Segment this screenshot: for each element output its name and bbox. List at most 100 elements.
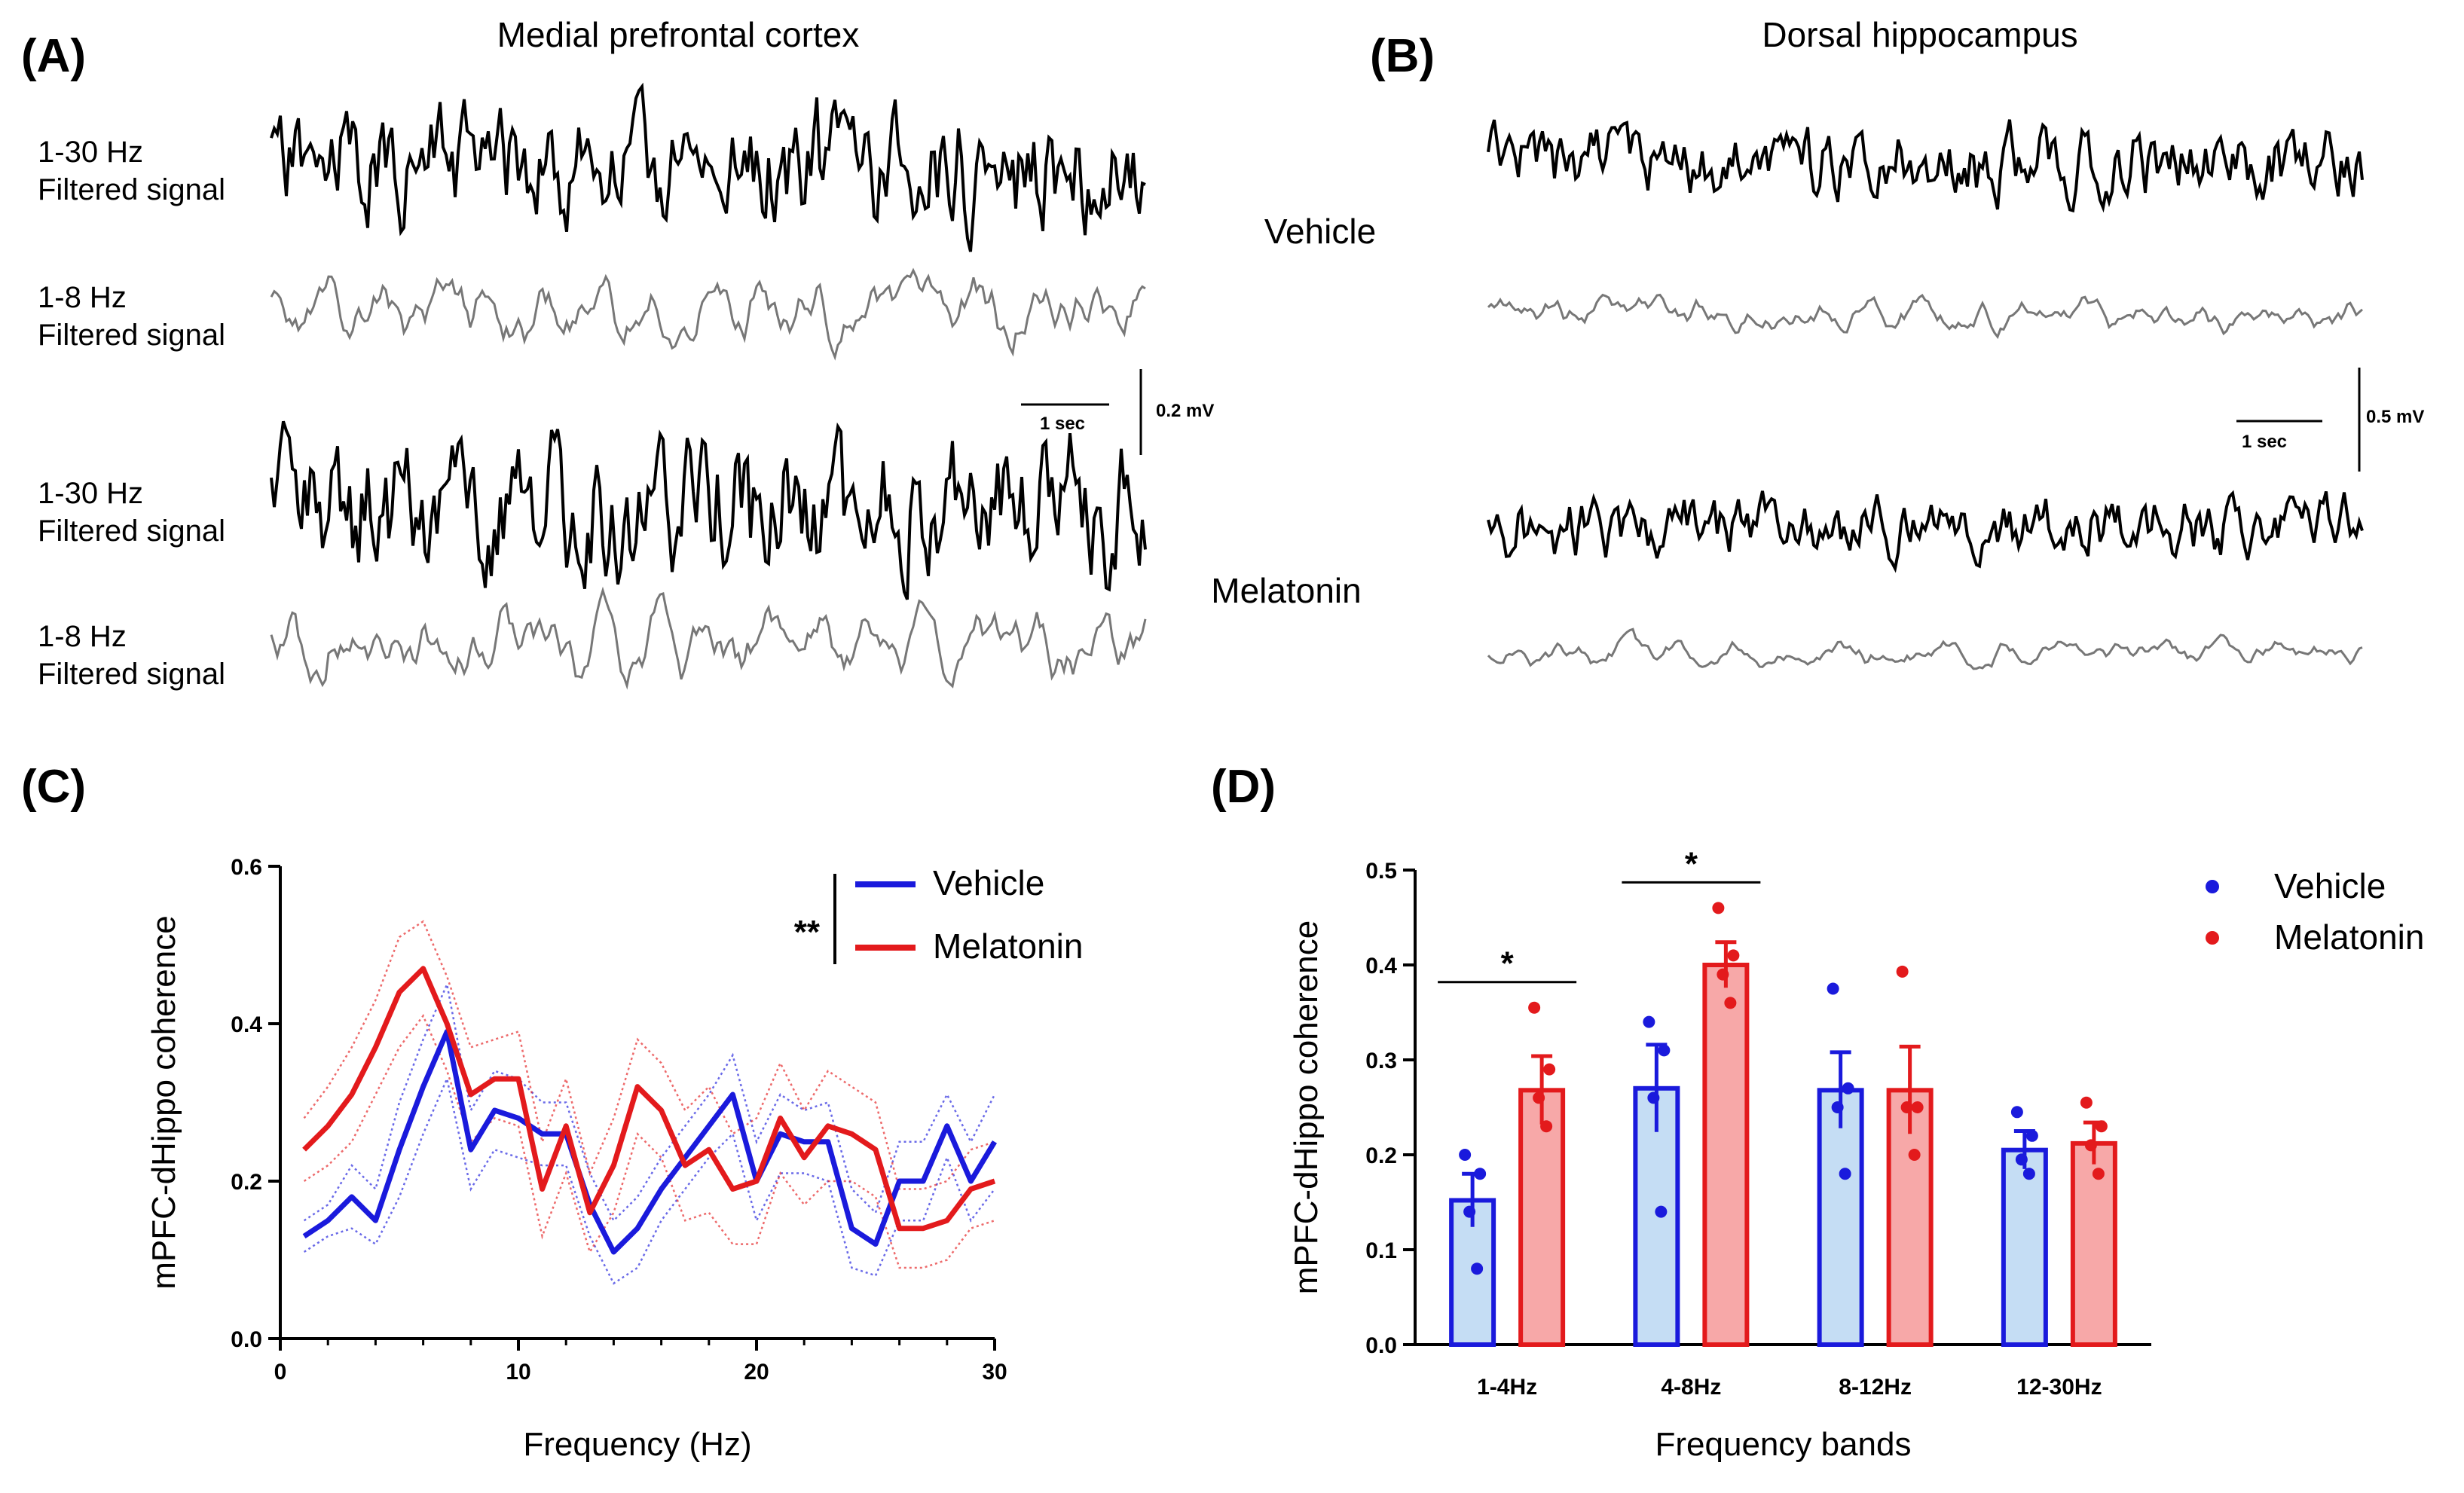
panel-a-letter: (A) (21, 30, 86, 82)
melatonin-line (302, 966, 996, 1232)
significance-d: * (1501, 945, 1515, 982)
point-vehicle (2010, 1106, 2023, 1119)
point-melatonin (1908, 1149, 1921, 1161)
x-tick-label-d: 8-12Hz (1839, 1375, 1912, 1400)
point-melatonin (1540, 1120, 1553, 1133)
x-axis-title-d: Frequency bands (1655, 1426, 1912, 1463)
point-melatonin (1543, 1063, 1556, 1076)
trace-b-vehicle-broadband (1487, 119, 2364, 213)
point-vehicle (1842, 1082, 1854, 1095)
chart-coherence-bands: 0.0 0.1 0.2 0.3 0.4 0.5 1-4Hz * 4-8Hz * 8-12Hz 12-3… (1288, 845, 2424, 1463)
chart-coherence-spectrum: 0.0 0.2 0.4 0.6 0 10 20 30 Frequency (Hz) mPFC-dH… (145, 855, 1083, 1463)
melatonin-sem-lower (303, 1014, 995, 1269)
point-melatonin (1727, 949, 1740, 962)
point-vehicle (1839, 1168, 1851, 1180)
condition-melatonin: Melatonin (1211, 571, 1361, 610)
point-melatonin (1717, 968, 1729, 981)
y-tick-label-d: 0.4 (1365, 954, 1397, 979)
label-a-mel-theta-band: 1-8 Hz (38, 620, 127, 653)
point-melatonin (2084, 1139, 2097, 1152)
x-tick-label-c: 20 (744, 1360, 769, 1385)
scale-bar-b (2236, 368, 2361, 472)
y-axis-title-c: mPFC-dHippo coherence (145, 915, 182, 1289)
vehicle-sem-upper (303, 981, 996, 1223)
legend-label-c-vehicle: Vehicle (933, 863, 1044, 902)
condition-vehicle: Vehicle (1264, 212, 1376, 251)
label-a-mel-theta-filtered: Filtered signal (38, 658, 225, 691)
x-tick-label-c: 0 (274, 1360, 287, 1385)
point-melatonin (1712, 902, 1725, 914)
point-vehicle (1831, 1101, 1844, 1113)
panel-b-letter: (B) (1370, 30, 1435, 82)
panel-d-letter: (D) (1211, 761, 1276, 813)
point-melatonin (1911, 1101, 1924, 1113)
y-tick-label-c: 0.0 (231, 1327, 262, 1352)
trace-b-melatonin-broadband (1487, 490, 2364, 573)
point-melatonin (1900, 1101, 1913, 1113)
point-vehicle (2015, 1153, 2028, 1166)
point-vehicle (1471, 1262, 1484, 1275)
point-melatonin (2095, 1120, 2108, 1133)
label-a-veh-broad-band: 1-30 Hz (38, 136, 143, 169)
y-tick-label-d: 0.3 (1365, 1049, 1397, 1073)
bar-vehicle-12-30Hz (2001, 1147, 2048, 1347)
point-melatonin (1724, 997, 1737, 1009)
label-a-veh-theta-filtered: Filtered signal (38, 319, 225, 352)
melatonin-sem-upper (303, 920, 995, 1190)
trace-a-vehicle-theta (270, 267, 1146, 361)
label-a-veh-theta-band: 1-8 Hz (38, 281, 127, 314)
y-axis-title-d: mPFC-dHippo coherence (1288, 921, 1325, 1294)
y-tick-label-d: 0.2 (1365, 1143, 1397, 1168)
legend-label-d-vehicle: Vehicle (2274, 866, 2386, 905)
x-tick-label-d: 4-8Hz (1661, 1375, 1721, 1400)
x-tick-label-c: 30 (982, 1360, 1007, 1385)
legend-label-d-melatonin: Melatonin (2274, 917, 2424, 957)
scale-time-a: 1 sec (1040, 414, 1085, 434)
point-vehicle (2022, 1168, 2035, 1180)
x-tick-label-d: 1-4Hz (1477, 1375, 1537, 1400)
trace-b-melatonin-theta (1487, 627, 2363, 670)
legend-label-c-melatonin: Melatonin (933, 927, 1083, 966)
label-a-mel-broad-band: 1-30 Hz (38, 477, 143, 510)
label-a-veh-broad-filtered: Filtered signal (38, 173, 225, 206)
point-melatonin (2092, 1168, 2105, 1180)
point-vehicle (1643, 1015, 1655, 1028)
point-vehicle (1827, 982, 1839, 995)
point-melatonin (2080, 1096, 2093, 1109)
point-vehicle (1655, 1205, 1668, 1218)
y-tick-label-c: 0.4 (231, 1012, 262, 1037)
x-tick-label-c: 10 (506, 1360, 530, 1385)
y-tick-label-c: 0.6 (231, 855, 262, 880)
point-vehicle (1463, 1205, 1476, 1218)
bar-melatonin-1-4Hz (1518, 1088, 1566, 1347)
scale-amp-a: 0.2 mV (1156, 401, 1214, 421)
point-vehicle (1474, 1168, 1487, 1180)
label-a-mel-broad-filtered: Filtered signal (38, 514, 225, 548)
y-tick-label-d: 0.1 (1365, 1238, 1397, 1263)
trace-a-melatonin-theta (270, 586, 1147, 690)
point-melatonin (1896, 965, 1909, 978)
panel-a-title: Medial prefrontal cortex (497, 15, 860, 54)
scale-bar-a (1021, 369, 1142, 455)
legend-marker-d-melatonin (2206, 931, 2219, 945)
significance-d: * (1685, 845, 1698, 882)
bar-melatonin-4-8Hz (1702, 963, 1750, 1347)
vehicle-line (302, 1029, 997, 1255)
x-tick-label-d: 12-30Hz (2016, 1375, 2102, 1400)
panel-b-title: Dorsal hippocampus (1762, 15, 2077, 54)
bar-vehicle-8-12Hz (1817, 1088, 1864, 1347)
y-tick-label-c: 0.2 (231, 1170, 262, 1195)
scale-time-b: 1 sec (2242, 432, 2287, 452)
trace-a-melatonin-broadband (270, 420, 1147, 600)
vehicle-sem-lower (303, 1076, 995, 1285)
point-melatonin (1533, 1092, 1545, 1104)
legend-marker-d-vehicle (2206, 880, 2219, 893)
point-vehicle (1647, 1092, 1660, 1104)
significance-c: ** (794, 914, 821, 951)
scale-amp-b: 0.5 mV (2366, 407, 2424, 427)
trace-b-vehicle-theta (1487, 293, 2363, 340)
panel-c-letter: (C) (21, 761, 86, 813)
y-tick-label-d: 0.0 (1365, 1333, 1397, 1358)
trace-a-vehicle-broadband (270, 82, 1146, 252)
